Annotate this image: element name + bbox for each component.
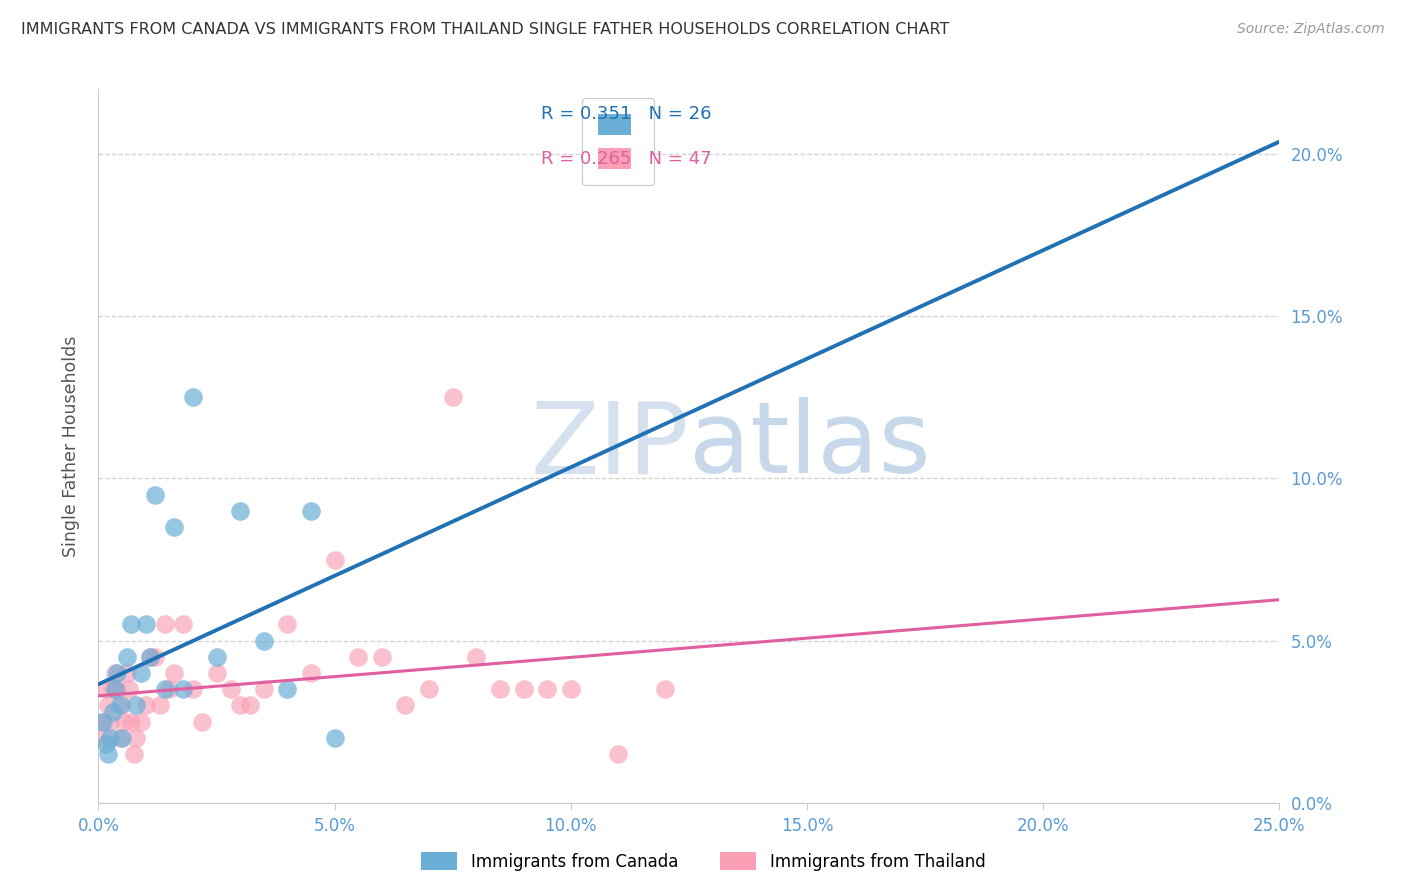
Legend: Immigrants from Canada, Immigrants from Thailand: Immigrants from Canada, Immigrants from … (412, 844, 994, 880)
Point (121, 714, 143, 729)
Point (139, 649, 162, 664)
Point (163, 520, 186, 534)
Point (101, 682, 124, 697)
Point (229, 698, 252, 713)
Point (347, 649, 370, 664)
Point (104, 682, 127, 697)
Point (125, 731, 148, 745)
Point (143, 488, 166, 502)
Legend: , : , (582, 98, 654, 185)
Point (465, 649, 488, 664)
Point (98, 714, 121, 729)
Point (418, 682, 440, 697)
Point (654, 682, 676, 697)
Point (115, 649, 138, 664)
Text: Source: ZipAtlas.com: Source: ZipAtlas.com (1237, 22, 1385, 37)
Point (181, 390, 204, 404)
Text: IMMIGRANTS FROM CANADA VS IMMIGRANTS FROM THAILAND SINGLE FATHER HOUSEHOLDS CORR: IMMIGRANTS FROM CANADA VS IMMIGRANTS FRO… (21, 22, 949, 37)
Text: R = 0.265   N = 47: R = 0.265 N = 47 (541, 150, 711, 168)
Point (276, 682, 298, 697)
Point (97, 747, 120, 761)
Point (323, 731, 346, 745)
Point (441, 390, 464, 404)
Point (253, 633, 276, 648)
Text: R = 0.351   N = 26: R = 0.351 N = 26 (541, 105, 711, 123)
Point (149, 698, 172, 713)
Point (115, 666, 138, 681)
Point (153, 617, 176, 632)
Point (94, 738, 117, 752)
Point (118, 682, 141, 697)
Text: ZIP: ZIP (530, 398, 689, 494)
Point (489, 682, 512, 697)
Point (112, 714, 135, 729)
Point (205, 649, 228, 664)
Point (323, 552, 346, 566)
Point (299, 504, 322, 518)
Point (219, 682, 242, 697)
Point (91, 714, 114, 729)
Point (205, 666, 228, 681)
Point (129, 714, 152, 729)
Point (97, 698, 120, 713)
Point (135, 617, 157, 632)
Y-axis label: Single Father Households: Single Father Households (62, 335, 80, 557)
Point (105, 666, 128, 681)
Point (172, 617, 194, 632)
Point (94, 682, 117, 697)
Point (135, 698, 157, 713)
Text: atlas: atlas (689, 398, 931, 494)
Point (90, 714, 112, 729)
Point (143, 649, 166, 664)
Point (229, 504, 252, 518)
Point (122, 747, 145, 761)
Point (139, 649, 162, 664)
Point (299, 666, 322, 681)
Point (536, 682, 558, 697)
Point (157, 682, 180, 697)
Point (253, 682, 276, 697)
Point (512, 682, 534, 697)
Point (239, 698, 262, 713)
Point (111, 698, 134, 713)
Point (172, 682, 194, 697)
Point (98, 731, 121, 745)
Point (394, 698, 416, 713)
Point (108, 731, 131, 745)
Point (108, 698, 131, 713)
Point (163, 666, 186, 681)
Point (153, 682, 176, 697)
Point (560, 682, 582, 697)
Point (125, 698, 148, 713)
Point (129, 666, 152, 681)
Point (607, 747, 630, 761)
Point (101, 705, 124, 719)
Point (91, 731, 114, 745)
Point (105, 682, 128, 697)
Point (104, 666, 127, 681)
Point (121, 617, 143, 632)
Point (371, 649, 394, 664)
Point (111, 731, 134, 745)
Point (276, 617, 298, 632)
Point (191, 714, 214, 729)
Point (181, 682, 204, 697)
